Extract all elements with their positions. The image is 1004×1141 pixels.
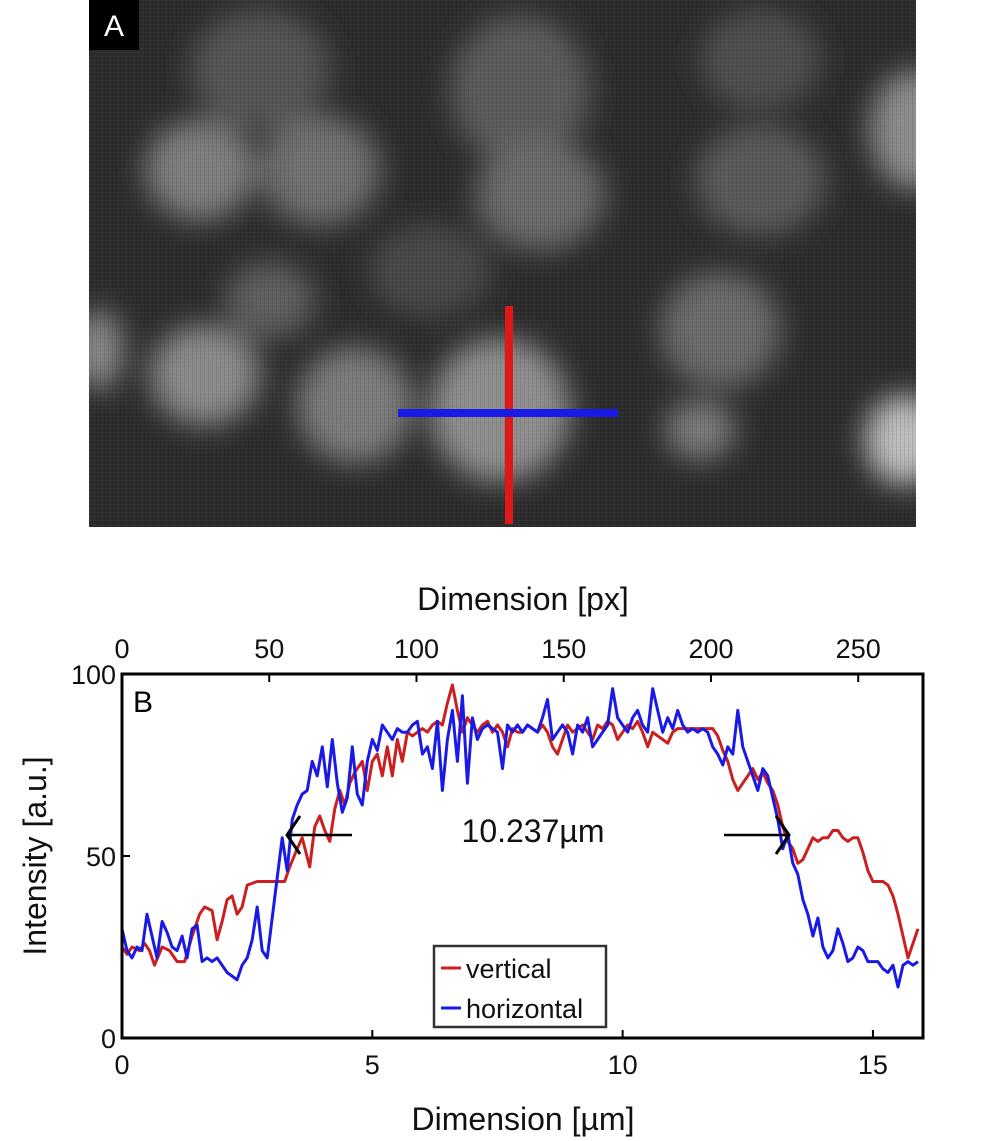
x2-tick-label: 50 [254,634,284,664]
x-tick-label: 0 [114,1050,129,1080]
plot-frame [120,672,925,1040]
y-tick-label: 100 [71,660,116,690]
x-tick-label: 15 [858,1050,888,1080]
x2-axis-title: Dimension [px] [417,581,629,617]
x2-tick-label: 0 [114,634,129,664]
x-tick-label: 10 [608,1050,638,1080]
y-tick-label: 0 [101,1024,116,1054]
x2-tick-label: 250 [836,634,881,664]
legend: vertical horizontal [432,944,608,1029]
x2-tick-label: 200 [688,634,733,664]
svg-text:A: A [104,10,124,43]
fwhm-left-arrow-head [285,815,302,855]
fwhm-annotation: 10.237µm [285,813,791,855]
panel-a-image [89,0,916,527]
x2-tick-label: 150 [541,634,586,664]
legend-label-horizontal: horizontal [466,994,583,1024]
legend-label-vertical: vertical [466,954,552,984]
panel-a-label: A [89,0,139,50]
y-tick-label: 50 [86,842,116,872]
panel-b-label: B [133,686,153,719]
panel-b-chart: Dimension [px] Dimension [µm] Intensity … [17,581,925,1137]
x-tick-label: 5 [365,1050,380,1080]
fwhm-label: 10.237µm [462,813,605,849]
x-axis-title: Dimension [µm] [412,1101,635,1137]
y-axis-title: Intensity [a.u.] [17,756,53,955]
fwhm-right-arrow-head [774,815,791,855]
legend-box [432,944,608,1029]
x2-tick-label: 100 [394,634,439,664]
